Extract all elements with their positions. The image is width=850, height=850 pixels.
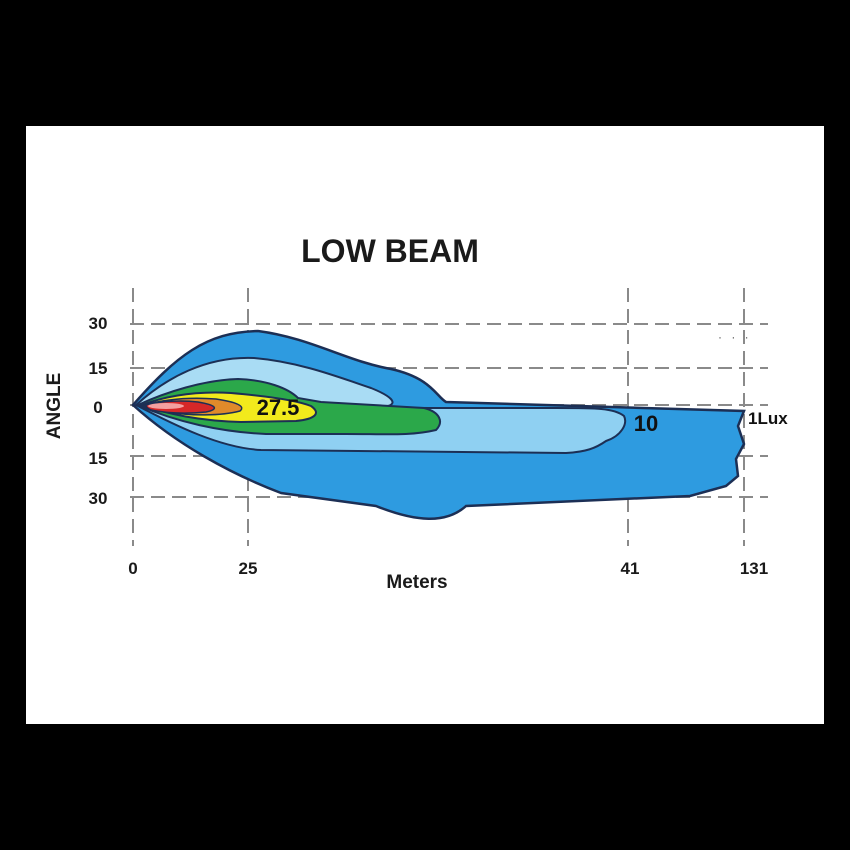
y-tick-label: 30 (89, 314, 108, 333)
chart-title: LOW BEAM (301, 233, 479, 269)
isolux-contours (131, 329, 746, 520)
contour-label-1-lux: 1Lux (748, 409, 788, 428)
y-tick-label: 15 (89, 449, 108, 468)
contour-hotspot (148, 403, 184, 409)
y-axis-title: ANGLE (44, 373, 65, 440)
contour-label-10: 10 (634, 411, 658, 436)
x-tick-label: 0 (128, 559, 137, 578)
x-tick-label: 25 (239, 559, 258, 578)
x-tick-label: 131 (740, 559, 768, 578)
chart-panel: LOW BEAM ANGLE 27.5 10 (26, 126, 824, 724)
x-tick-label: 41 (621, 559, 640, 578)
low-beam-chart: LOW BEAM ANGLE 27.5 10 (44, 233, 788, 593)
contour-label-27-5: 27.5 (257, 395, 300, 420)
y-tick-label: 0 (93, 398, 102, 417)
x-axis-title: Meters (386, 572, 447, 593)
decorative-dots: · · · (718, 330, 752, 344)
y-tick-label: 15 (89, 359, 108, 378)
y-tick-label: 30 (89, 489, 108, 508)
